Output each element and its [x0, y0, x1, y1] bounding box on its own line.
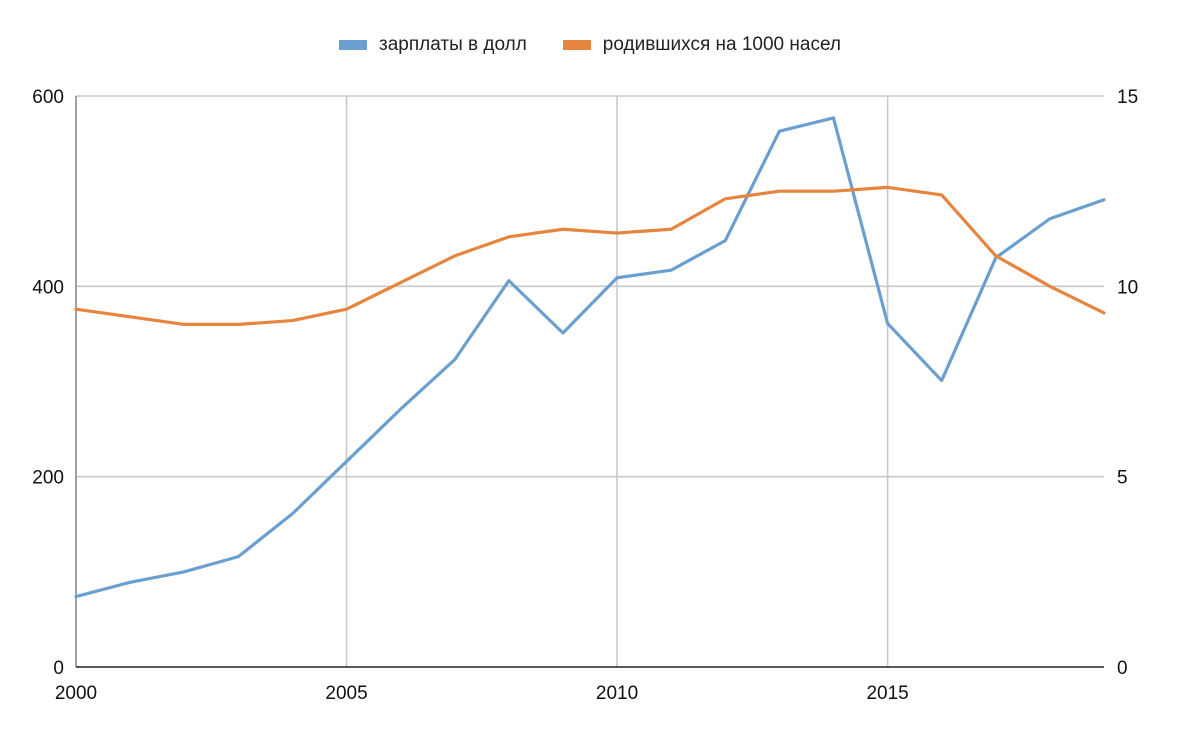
y-tick-label: 400 — [32, 277, 64, 298]
x-tick-label: 2000 — [55, 683, 97, 704]
series-lines — [74, 116, 1106, 599]
x-tick-label: 2005 — [325, 683, 367, 704]
y-tick-label: 600 — [32, 87, 64, 108]
legend-item-birth-rate: родившихся на 1000 насел — [562, 34, 841, 56]
y-tick-label: 0 — [53, 658, 64, 679]
legend-swatch-salary — [339, 40, 367, 50]
y-tick-label: 200 — [32, 468, 64, 489]
x-tick-label: 2015 — [866, 683, 908, 704]
y2-tick-label: 15 — [1117, 87, 1138, 108]
y2-tick-label: 10 — [1117, 277, 1138, 298]
chart-legend: зарплаты в долл родившихся на 1000 насел — [0, 34, 1180, 56]
y2-tick-label: 5 — [1117, 468, 1128, 489]
series-line-salary — [74, 116, 1106, 599]
legend-swatch-birth-rate — [562, 40, 591, 50]
tick-labels: 0 200 400 600 0 5 10 15 2000 2005 2010 2015 — [32, 87, 1138, 704]
legend-item-salary: зарплаты в долл — [339, 34, 527, 56]
series-line-birth-rate — [74, 185, 1106, 326]
legend-label-birth-rate: родившихся на 1000 насел — [602, 34, 841, 55]
y2-tick-label: 0 — [1117, 658, 1128, 679]
grid-lines — [75, 95, 1104, 667]
legend-label-salary: зарплаты в долл — [379, 34, 527, 55]
x-tick-label: 2010 — [596, 683, 638, 704]
